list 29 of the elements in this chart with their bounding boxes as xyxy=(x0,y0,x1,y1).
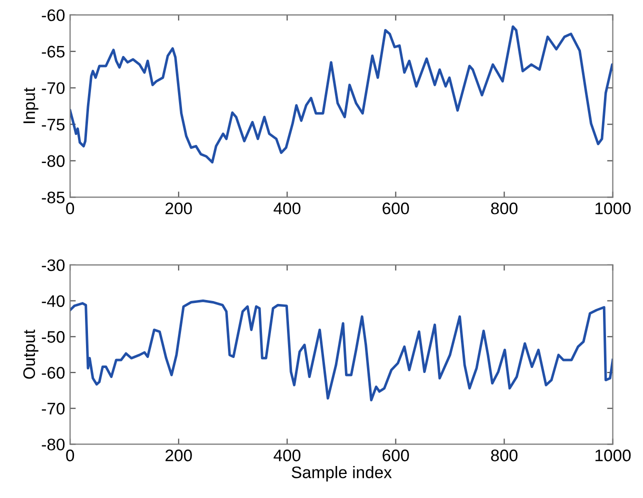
x-tick-label: 800 xyxy=(491,450,518,462)
y-tick-label: -65 xyxy=(42,46,65,58)
line-series xyxy=(70,300,613,402)
y-tick-label: -60 xyxy=(42,366,65,379)
y-tick-label: -30 xyxy=(42,259,65,272)
y-tick-label: -85 xyxy=(42,192,65,204)
y-tick-label: -50 xyxy=(42,331,65,343)
x-tick-label: 200 xyxy=(166,202,192,214)
x-tick-label: 1000 xyxy=(596,450,631,462)
y-tick-label: -60 xyxy=(42,9,65,22)
x-tick-label: 800 xyxy=(491,202,518,214)
x-tick-label: 400 xyxy=(274,202,300,214)
x-tick-label: 600 xyxy=(382,202,409,214)
x-tick-label: 200 xyxy=(166,450,192,462)
line-series xyxy=(70,25,613,164)
x-tick-label: 400 xyxy=(274,450,300,462)
y-tick-label: -80 xyxy=(42,438,65,450)
x-tick-label: 600 xyxy=(382,450,409,462)
x-tick-label: 1000 xyxy=(596,202,631,214)
y-tick-label: -70 xyxy=(42,402,65,415)
x-axis-title: Sample index xyxy=(292,466,392,482)
x-tick-label: 0 xyxy=(66,450,74,462)
y-tick-label: -40 xyxy=(42,295,65,307)
x-tick-label: 0 xyxy=(66,202,74,214)
y-tick-label: -80 xyxy=(42,155,65,167)
y-axis-title: Input xyxy=(23,88,38,124)
y-axis-title: Output xyxy=(23,330,38,379)
y-tick-label: -70 xyxy=(42,82,65,94)
y-tick-label: -75 xyxy=(42,118,65,131)
